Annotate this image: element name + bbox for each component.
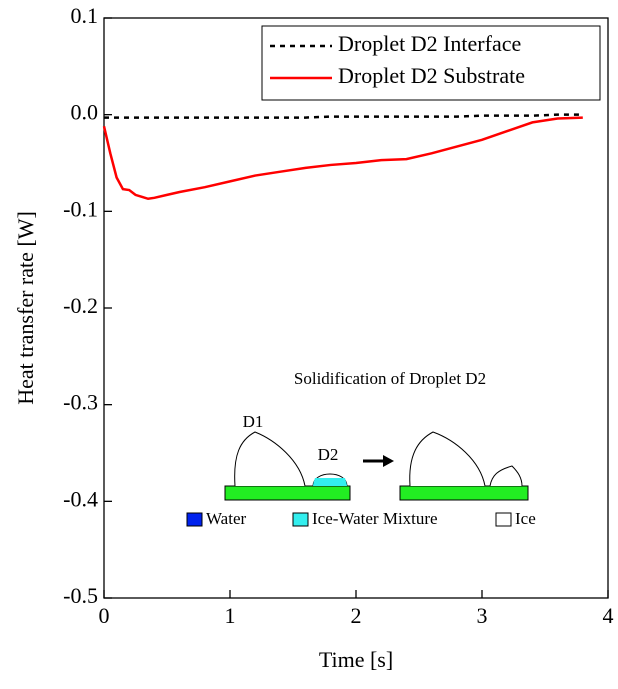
series-line (104, 113, 583, 119)
legend-swatch (495, 512, 512, 527)
legend-swatch (186, 512, 203, 527)
x-axis-label: Time [s] (319, 647, 393, 672)
series-line (102, 116, 583, 201)
inset: Solidification of Droplet D2 D1 D2 Water… (186, 369, 536, 528)
x-tick-label: 1 (225, 603, 236, 628)
droplet-d1 (409, 431, 486, 487)
y-tick-label: -0.5 (63, 583, 98, 608)
arrow-head (383, 455, 394, 467)
y-tick-label: -0.1 (63, 196, 98, 221)
d2-label: D2 (318, 445, 339, 464)
legend-box (261, 25, 601, 101)
y-tick-label: -0.3 (63, 390, 98, 415)
y-axis-label: Heat transfer rate [W] (13, 211, 38, 405)
legend-label: Droplet D2 Substrate (338, 63, 525, 88)
x-tick-label: 2 (351, 603, 362, 628)
substrate (224, 485, 351, 501)
inset-title: Solidification of Droplet D2 (294, 369, 486, 388)
x-tick-label: 3 (477, 603, 488, 628)
substrate (399, 485, 529, 501)
d1-label: D1 (243, 412, 264, 431)
legend-swatch (292, 512, 309, 527)
y-tick-label: -0.4 (63, 486, 98, 511)
inset-legend: Ice-Water Mixture (312, 509, 438, 528)
ice-water (313, 478, 347, 486)
droplet-d2 (489, 465, 523, 487)
inset-legend: Ice (515, 509, 536, 528)
droplet-d1 (234, 431, 306, 487)
y-tick-label: 0.0 (71, 100, 99, 125)
x-tick-label: 0 (99, 603, 110, 628)
inset-legend: Water (206, 509, 246, 528)
legend-label: Droplet D2 Interface (338, 31, 521, 56)
y-tick-label: -0.2 (63, 293, 98, 318)
y-tick-label: 0.1 (71, 3, 99, 28)
x-tick-label: 4 (603, 603, 614, 628)
